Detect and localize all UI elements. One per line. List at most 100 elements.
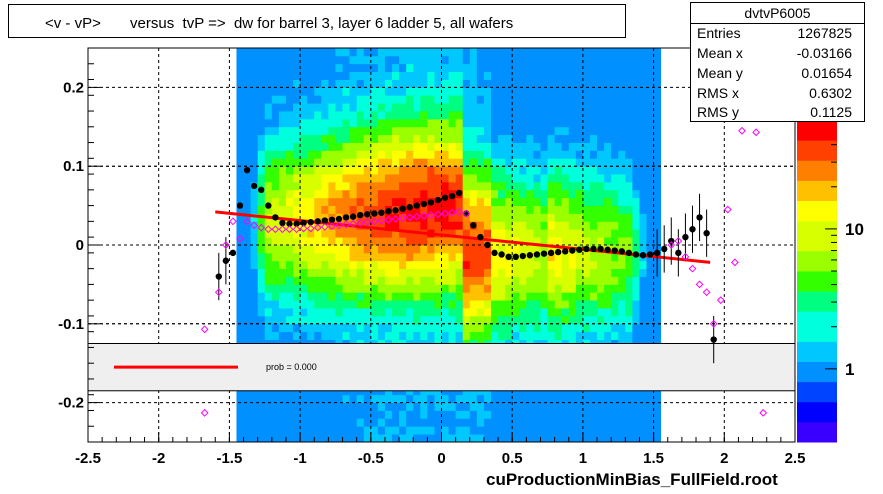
- heatmap-cell: [547, 189, 556, 199]
- heatmap-cell: [264, 315, 273, 325]
- heatmap-cell: [413, 126, 421, 136]
- heatmap-cell: [505, 402, 513, 411]
- heatmap-cell: [653, 48, 662, 57]
- heatmap-cell: [434, 252, 442, 262]
- heatmap-cell: [293, 48, 301, 57]
- heatmap-cell: [582, 276, 591, 285]
- heatmap-cell: [328, 103, 336, 112]
- heatmap-cell: [257, 331, 266, 340]
- heatmap-cell: [257, 126, 266, 136]
- heatmap-cell: [257, 71, 266, 80]
- heatmap-cell: [547, 426, 556, 435]
- heatmap-cell: [434, 71, 442, 80]
- heatmap-cell: [314, 284, 322, 293]
- heatmap-cell: [363, 260, 372, 270]
- heatmap-cell: [561, 118, 570, 128]
- heatmap-cell: [406, 150, 414, 159]
- heatmap-cell: [349, 434, 358, 443]
- heatmap-cell: [278, 284, 287, 293]
- heatmap-cell: [392, 402, 400, 411]
- heatmap-cell: [328, 158, 336, 167]
- color-scale-cell: [797, 130, 837, 141]
- median-point: [200, 408, 209, 417]
- median-point: [278, 225, 287, 234]
- heatmap-cell: [335, 111, 343, 120]
- heatmap-cell: [498, 103, 506, 112]
- heatmap-cell: [363, 142, 372, 151]
- heatmap-cell: [420, 95, 428, 104]
- heatmap-cell: [519, 213, 527, 222]
- heatmap-cell: [307, 205, 315, 214]
- heatmap-cell: [356, 150, 365, 159]
- mean-point: [710, 336, 717, 343]
- heatmap-cell: [448, 79, 457, 88]
- heatmap-cell: [589, 205, 598, 214]
- heatmap-cell: [285, 118, 294, 128]
- heatmap-cell: [498, 213, 506, 222]
- heatmap-cell: [526, 95, 534, 104]
- heatmap-cell: [434, 134, 442, 143]
- heatmap-cell: [476, 229, 485, 238]
- median-point: [391, 215, 400, 223]
- heatmap-cell: [561, 284, 570, 293]
- heatmap-cell: [278, 315, 287, 325]
- heatmap-cell: [646, 71, 654, 80]
- heatmap-cell: [561, 79, 570, 88]
- heatmap-cell: [293, 426, 301, 435]
- heatmap-cell: [406, 111, 414, 120]
- heatmap-cell: [632, 315, 640, 325]
- heatmap-cell: [328, 79, 336, 88]
- heatmap-cell: [632, 63, 640, 73]
- heatmap-cell: [257, 166, 266, 175]
- heatmap-cell: [625, 126, 633, 136]
- heatmap-cell: [505, 213, 513, 222]
- heatmap-cell: [561, 87, 570, 96]
- heatmap-cell: [293, 237, 301, 246]
- heatmap-cell: [568, 79, 577, 88]
- heatmap-cell: [604, 434, 612, 443]
- median-point: [313, 223, 322, 232]
- median-point: [299, 224, 308, 233]
- heatmap-cell: [448, 418, 457, 427]
- heatmap-cell: [597, 268, 605, 277]
- heatmap-cell: [554, 394, 563, 403]
- heatmap-cell: [293, 245, 301, 254]
- heatmap-cell: [427, 87, 435, 96]
- heatmap-cell: [597, 284, 605, 293]
- mean-point: [547, 249, 555, 257]
- heatmap-cell: [505, 229, 513, 238]
- heatmap-cell: [406, 229, 414, 238]
- heatmap-cell: [370, 268, 379, 277]
- heatmap-cell: [646, 260, 654, 270]
- heatmap-cell: [293, 95, 301, 104]
- mean-point: [399, 205, 406, 212]
- mean-point: [703, 229, 710, 237]
- heatmap-cell: [490, 111, 499, 120]
- heatmap-cell: [561, 142, 570, 151]
- heatmap-cell: [597, 166, 605, 175]
- heatmap-cell: [568, 166, 577, 175]
- heatmap-cell: [632, 331, 640, 340]
- heatmap-cell: [335, 103, 343, 112]
- heatmap-cell: [604, 402, 612, 411]
- mean-point: [250, 182, 258, 190]
- median-point: [370, 217, 379, 226]
- heatmap-cell: [328, 71, 336, 80]
- heatmap-cell: [505, 260, 513, 270]
- heatmap-cell: [540, 434, 548, 443]
- heatmap-cell: [483, 126, 492, 136]
- heatmap-cell: [257, 134, 266, 143]
- heatmap-cell: [490, 79, 499, 88]
- heatmap-cell: [533, 166, 541, 175]
- color-scale-cell: [797, 150, 837, 161]
- heatmap-cell: [505, 300, 513, 309]
- heatmap-cell: [384, 434, 393, 443]
- heatmap-cell: [611, 418, 619, 427]
- heatmap-cell: [505, 221, 513, 230]
- heatmap-cell: [370, 331, 379, 340]
- heatmap-cell: [561, 48, 570, 57]
- heatmap-cell: [632, 166, 640, 175]
- heatmap-cell: [314, 71, 322, 80]
- heatmap-cell: [597, 221, 605, 230]
- heatmap-cell: [639, 292, 647, 301]
